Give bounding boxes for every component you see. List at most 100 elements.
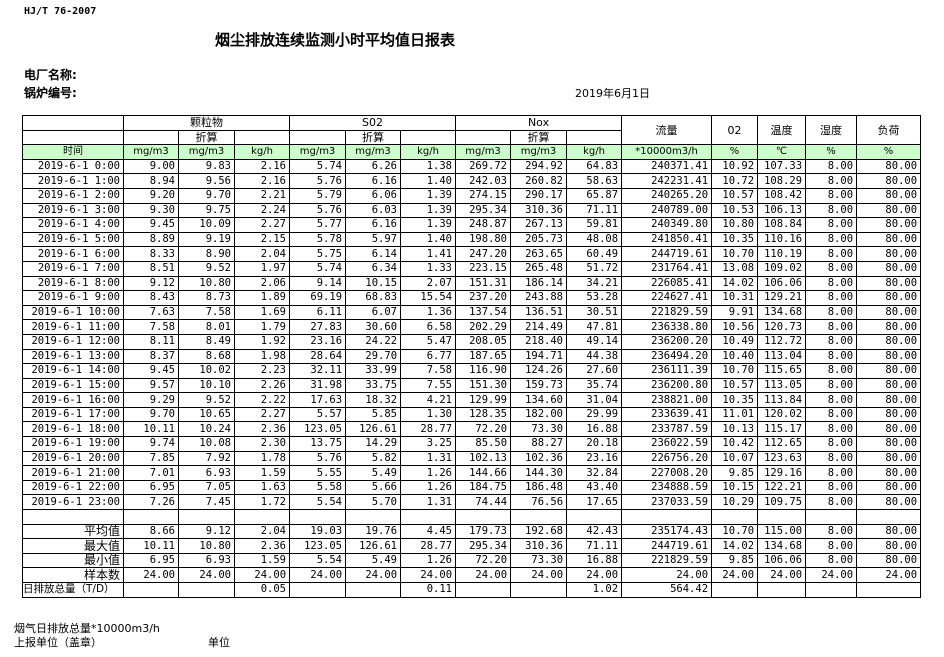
- value: 10.31: [711, 290, 759, 306]
- value: 7.58: [123, 319, 179, 335]
- value: 5.82: [345, 450, 402, 467]
- cell: [345, 509, 402, 525]
- summary-value: 221829.59: [621, 552, 713, 569]
- value: 10.42: [711, 436, 759, 452]
- value: 10.02: [178, 363, 235, 379]
- value: 113.84: [757, 392, 807, 408]
- table-row: 颗粒物 S02 Nox 流量 02 温度 湿度 负荷: [22, 114, 922, 146]
- summary-value: 192.68: [510, 523, 568, 540]
- cell: [510, 509, 568, 525]
- value: 109.75: [757, 494, 807, 511]
- value: 53.28: [566, 290, 623, 306]
- value: 10.65: [178, 406, 235, 423]
- cell: [233, 129, 291, 146]
- value: 123.05: [289, 421, 347, 438]
- table-row: 2019-6-1 2:00 9.20 9.70 2.21 5.79 6.06 1.39 274…: [22, 187, 922, 204]
- value: 126.61: [345, 421, 402, 438]
- sub-header: 折算: [178, 129, 235, 146]
- cell: [22, 129, 124, 146]
- value: 6.14: [345, 246, 402, 262]
- value: 73.30: [510, 421, 568, 438]
- value: 48.08: [566, 231, 623, 248]
- unit: %: [856, 144, 922, 160]
- value: 27.83: [289, 319, 347, 335]
- value: 10.57: [711, 377, 759, 394]
- value: 5.75: [289, 246, 347, 262]
- value: 236338.80: [621, 319, 713, 335]
- table-row: 2019-6-1 17:00 9.70 10.65 2.27 5.57 5.85 1.30 1…: [22, 406, 922, 423]
- unit: kg/h: [233, 144, 291, 160]
- value: 134.60: [510, 392, 568, 408]
- value: 13.75: [289, 436, 347, 452]
- value: 10.40: [711, 348, 759, 365]
- value: 106.13: [757, 202, 807, 219]
- summary-label: 最小值: [22, 552, 124, 569]
- value: 74.44: [455, 494, 512, 511]
- value: 237033.59: [621, 494, 713, 511]
- summary-value: 10.11: [123, 538, 179, 554]
- value: 2.30: [233, 436, 291, 452]
- value: 5.70: [345, 494, 402, 511]
- value: 18.32: [345, 392, 402, 408]
- value: 8.00: [805, 158, 858, 175]
- value: 10.53: [711, 202, 759, 219]
- time: 2019-6-1 13:00: [22, 348, 124, 365]
- value: 14.02: [711, 275, 759, 292]
- value: 80.00: [856, 333, 922, 350]
- value: 1.78: [233, 450, 291, 467]
- time: 2019-6-1 1:00: [22, 173, 124, 189]
- value: 27.60: [566, 363, 623, 379]
- value: 15.54: [400, 290, 457, 306]
- summary-value: 28.77: [400, 538, 457, 554]
- summary-value: 19.03: [289, 523, 347, 540]
- title: 烟尘排放连续监测小时平均值日报表: [215, 31, 456, 49]
- value: 1.33: [400, 260, 457, 277]
- standard: HJ/T 76-2007: [24, 6, 97, 17]
- value: 106.06: [757, 275, 807, 292]
- value: 159.73: [510, 377, 568, 394]
- time: 2019-6-1 11:00: [22, 319, 124, 335]
- summary-value: 4.45: [400, 523, 457, 540]
- value: 80.00: [856, 377, 922, 394]
- cell: [233, 509, 291, 525]
- table-row: 2019-6-1 8:00 9.12 10.80 2.06 9.14 10.15 2.07 1…: [22, 275, 922, 292]
- value: 9.45: [123, 217, 179, 233]
- time: 2019-6-1 20:00: [22, 450, 124, 467]
- summary-value: 24.00: [178, 567, 235, 583]
- value: 236200.20: [621, 333, 713, 350]
- value: 5.57: [289, 406, 347, 423]
- value: 5.54: [289, 494, 347, 511]
- table-row: 2019-6-1 19:00 9.74 10.08 2.30 13.75 14.29 3.2…: [22, 436, 922, 452]
- column-header: 湿度: [805, 114, 858, 146]
- cell: [805, 582, 858, 598]
- value: 8.00: [805, 421, 858, 438]
- value: 8.00: [805, 377, 858, 394]
- table-row: 2019-6-1 1:00 8.94 9.56 2.16 5.76 6.16 1.40 242…: [22, 173, 922, 189]
- value: 1.38: [400, 158, 457, 175]
- cell: [289, 582, 347, 598]
- value: 1.41: [400, 246, 457, 262]
- value: 240789.00: [621, 202, 713, 219]
- value: 267.13: [510, 217, 568, 233]
- value: 1.31: [400, 494, 457, 511]
- value: 198.80: [455, 231, 512, 248]
- summary-value: 42.43: [566, 523, 623, 540]
- value: 233787.59: [621, 421, 713, 438]
- cell: [510, 582, 568, 598]
- unit: %: [805, 144, 858, 160]
- summary-value: 24.00: [400, 567, 457, 583]
- value: 9.56: [178, 173, 235, 189]
- value: 236200.80: [621, 377, 713, 394]
- table-row: 2019-6-1 16:00 9.29 9.52 2.22 17.63 18.32 4.21…: [22, 392, 922, 408]
- value: 248.87: [455, 217, 512, 233]
- table-row: 2019-6-1 20:00 7.85 7.92 1.78 5.76 5.82 1.31 10…: [22, 450, 922, 467]
- time: 2019-6-1 7:00: [22, 260, 124, 277]
- value: 295.34: [455, 202, 512, 219]
- value: 34.21: [566, 275, 623, 292]
- value: 10.29: [711, 494, 759, 511]
- value: 8.43: [123, 290, 179, 306]
- value: 32.84: [566, 465, 623, 481]
- summary-value: 24.00: [233, 567, 291, 583]
- value: 80.00: [856, 406, 922, 423]
- value: 76.56: [510, 494, 568, 511]
